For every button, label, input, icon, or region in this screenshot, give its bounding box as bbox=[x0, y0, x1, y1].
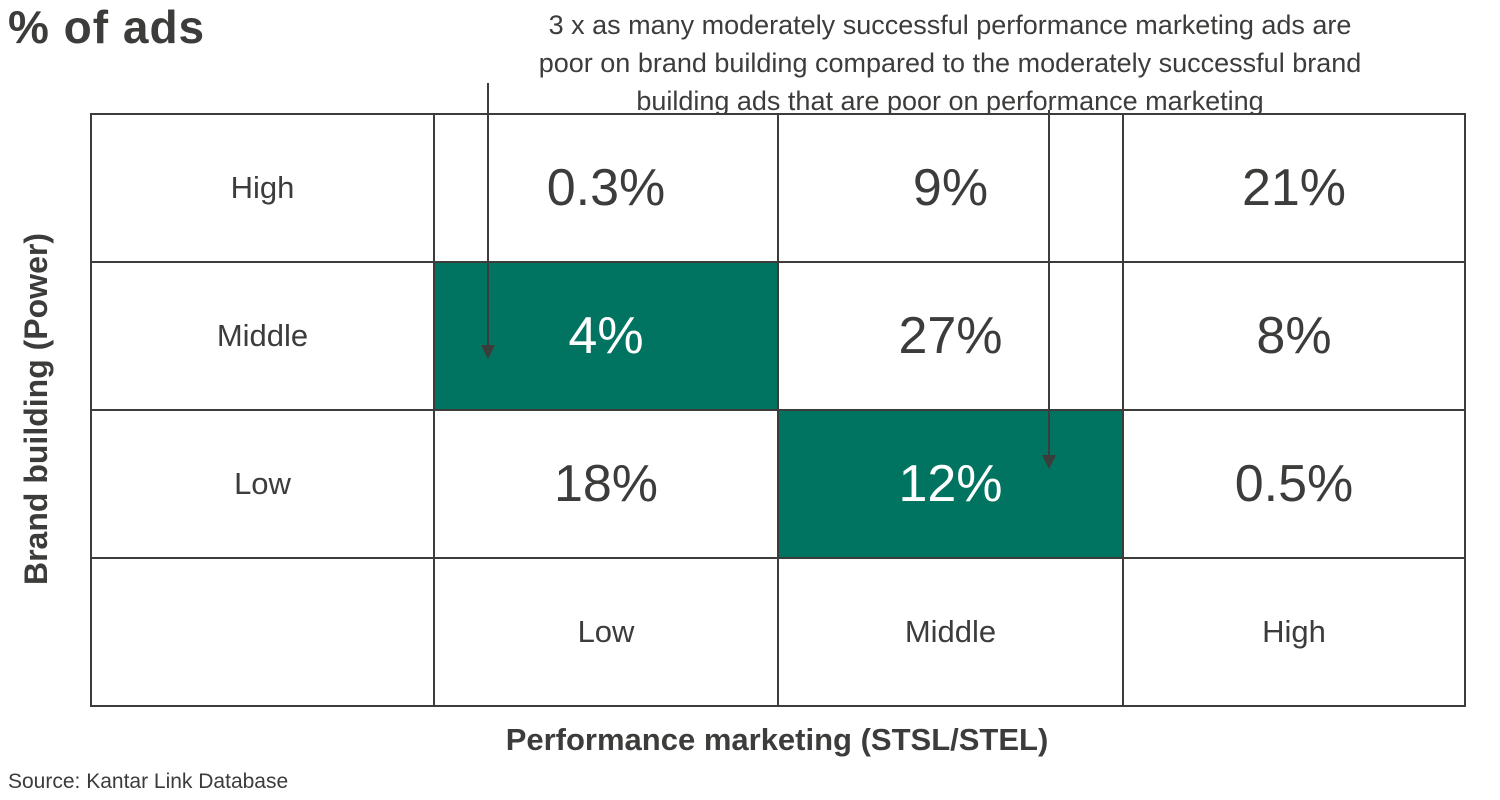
col-label-high: High bbox=[1123, 558, 1465, 706]
col-label-middle: Middle bbox=[778, 558, 1123, 706]
cell-middle-middle: 27% bbox=[778, 262, 1123, 410]
x-axis-label: Performance marketing (STSL/STEL) bbox=[505, 722, 1049, 757]
col-label-low: Low bbox=[434, 558, 778, 706]
cell-middle-low-highlighted: 4% bbox=[434, 262, 778, 410]
arrow-down-head-icon bbox=[481, 345, 495, 359]
chart-title: % of ads bbox=[8, 1, 206, 53]
cell-low-middle-highlighted: 12% bbox=[778, 410, 1123, 558]
cell-high-high: 21% bbox=[1123, 114, 1465, 262]
arrow-shaft bbox=[1048, 110, 1050, 455]
source-note: Source: Kantar Link Database bbox=[8, 770, 289, 793]
annotation-text: 3 x as many moderately successful perfor… bbox=[450, 6, 1450, 120]
matrix-table: High 0.3% 9% 21% Middle 4% 27% 8% Low 18… bbox=[90, 113, 1466, 707]
annotation-line-1: 3 x as many moderately successful perfor… bbox=[548, 10, 1352, 40]
cell-high-middle: 9% bbox=[778, 114, 1123, 262]
y-axis-label: Brand building (Power) bbox=[18, 233, 54, 585]
row-label-low: Low bbox=[91, 410, 434, 558]
corner-empty-cell bbox=[91, 558, 434, 706]
cell-low-high: 0.5% bbox=[1123, 410, 1465, 558]
arrow-shaft bbox=[487, 83, 489, 345]
arrow-down-head-icon bbox=[1042, 455, 1056, 469]
annotation-line-3: building ads that are poor on performanc… bbox=[636, 86, 1264, 116]
cell-high-low: 0.3% bbox=[434, 114, 778, 262]
cell-low-low: 18% bbox=[434, 410, 778, 558]
row-label-middle: Middle bbox=[91, 262, 434, 410]
annotation-line-2: poor on brand building compared to the m… bbox=[538, 48, 1362, 78]
row-label-high: High bbox=[91, 114, 434, 262]
cell-middle-high: 8% bbox=[1123, 262, 1465, 410]
